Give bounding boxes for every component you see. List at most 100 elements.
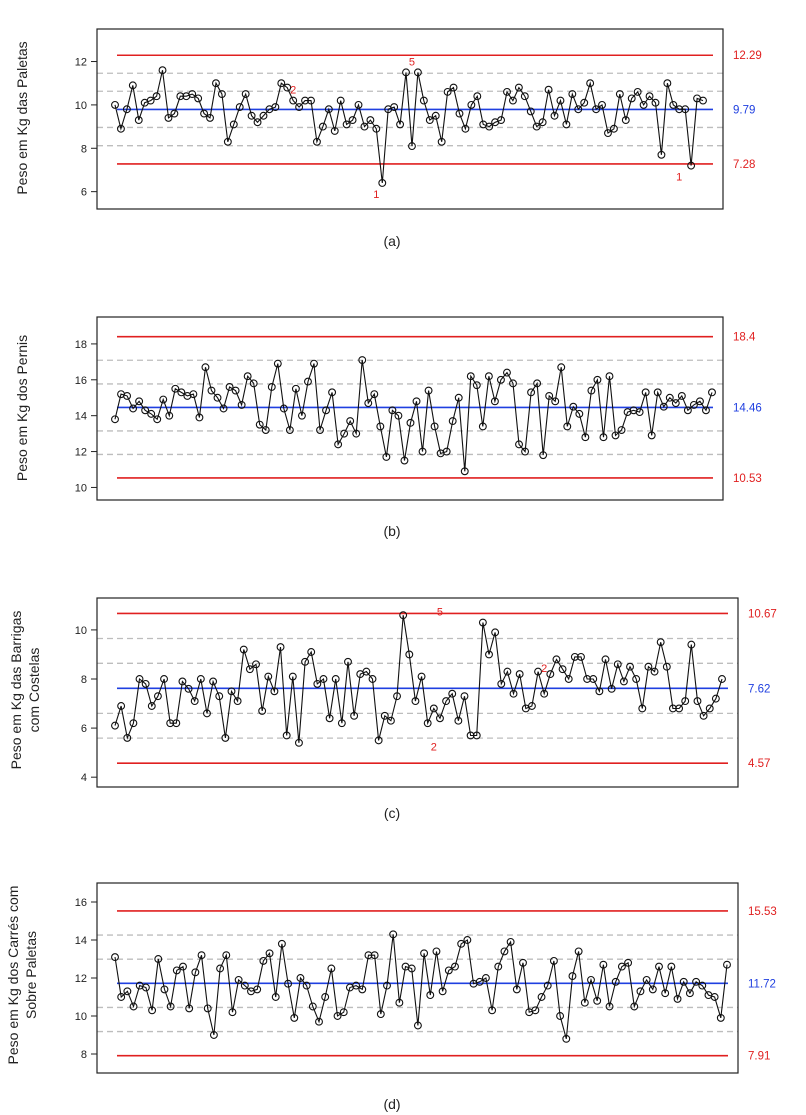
lcl-label: 7.91: [748, 1051, 770, 1063]
data-point: [147, 409, 156, 418]
data-point: [273, 359, 282, 368]
data-point: [302, 981, 311, 990]
data-point: [668, 704, 677, 713]
data-point: [270, 687, 279, 696]
data-point: [533, 379, 542, 388]
data-point: [485, 122, 494, 131]
series-line: [114, 70, 704, 184]
data-point: [574, 947, 583, 956]
data-point: [685, 989, 694, 998]
data-point: [681, 697, 690, 706]
data-point: [322, 406, 331, 415]
data-point: [243, 372, 252, 381]
data-point: [123, 733, 132, 742]
data-point: [228, 1008, 237, 1017]
data-point: [141, 406, 150, 415]
data-point: [411, 697, 420, 706]
data-point: [644, 662, 653, 671]
data-point: [188, 90, 197, 99]
data-point: [350, 711, 359, 720]
data-point: [413, 68, 422, 77]
data-point: [711, 694, 720, 703]
data-point: [500, 947, 509, 956]
data-point: [189, 390, 198, 399]
data-point: [382, 452, 391, 461]
y-tick-label: 8: [81, 674, 87, 686]
data-point: [318, 122, 327, 131]
data-point: [253, 985, 262, 994]
data-point: [564, 675, 573, 683]
data-point: [195, 413, 204, 422]
data-point: [642, 975, 651, 984]
center-line-label: 14.46: [733, 402, 762, 414]
data-point: [609, 124, 618, 133]
data-point: [454, 393, 463, 402]
data-point: [307, 648, 316, 656]
data-point: [605, 1002, 614, 1011]
data-point: [337, 719, 346, 728]
data-point: [407, 964, 416, 973]
data-point: [223, 137, 232, 146]
chart-panel-a: 12.29 7.28 9.79 2 1 5 1 6 8 10 12 Peso em Kg das Pa…: [14, 28, 762, 249]
data-point: [568, 972, 577, 981]
violation-annotation: 2: [290, 85, 296, 97]
y-axis-label: Peso em Kg dos Pernis: [14, 335, 30, 481]
data-point: [194, 94, 203, 103]
data-point: [247, 111, 256, 120]
data-point: [408, 142, 416, 151]
data-point: [196, 675, 205, 683]
data-point: [215, 692, 224, 701]
center-line-label: 11.72: [748, 978, 776, 990]
data-point: [546, 670, 555, 679]
data-point: [206, 113, 214, 122]
data-point: [549, 956, 558, 965]
data-point: [406, 418, 415, 427]
data-point: [708, 388, 716, 397]
data-point: [378, 179, 387, 187]
y-axis-label: com Costelas: [26, 648, 42, 733]
y-tick-label: 6: [81, 723, 87, 735]
data-point: [494, 962, 503, 971]
data-point: [316, 426, 324, 434]
data-point: [695, 397, 704, 406]
data-point: [283, 83, 292, 92]
data-point: [147, 702, 156, 710]
lcl-label: 7.28: [733, 159, 755, 171]
data-point: [466, 731, 475, 740]
data-point: [448, 417, 457, 426]
data-point: [221, 733, 230, 742]
data-point: [519, 958, 527, 967]
data-point: [641, 388, 650, 397]
data-point: [481, 974, 490, 982]
data-point: [231, 386, 240, 395]
data-point: [348, 116, 357, 125]
data-point: [153, 415, 162, 424]
y-tick-label: 10: [75, 100, 87, 112]
data-point: [380, 711, 389, 720]
data-point: [627, 94, 636, 103]
data-point: [352, 981, 361, 990]
data-point: [154, 955, 163, 963]
y-tick-label: 18: [75, 339, 87, 351]
data-point: [599, 433, 608, 442]
data-point: [166, 1002, 175, 1011]
data-point: [233, 697, 242, 706]
data-point: [484, 372, 493, 381]
data-point: [277, 939, 286, 948]
data-point: [344, 657, 352, 666]
data-point: [376, 1010, 385, 1019]
data-point: [240, 981, 249, 990]
data-point: [328, 388, 337, 397]
data-point: [209, 1031, 218, 1039]
data-point: [611, 977, 620, 986]
data-point: [467, 100, 476, 109]
data-point: [413, 1021, 422, 1030]
data-point: [171, 384, 180, 393]
y-tick-label: 14: [75, 935, 87, 947]
data-point: [360, 122, 369, 131]
violation-annotation: 5: [409, 56, 415, 68]
data-point: [540, 689, 549, 698]
data-point: [288, 672, 297, 681]
data-point: [258, 706, 267, 715]
data-point: [207, 386, 216, 395]
